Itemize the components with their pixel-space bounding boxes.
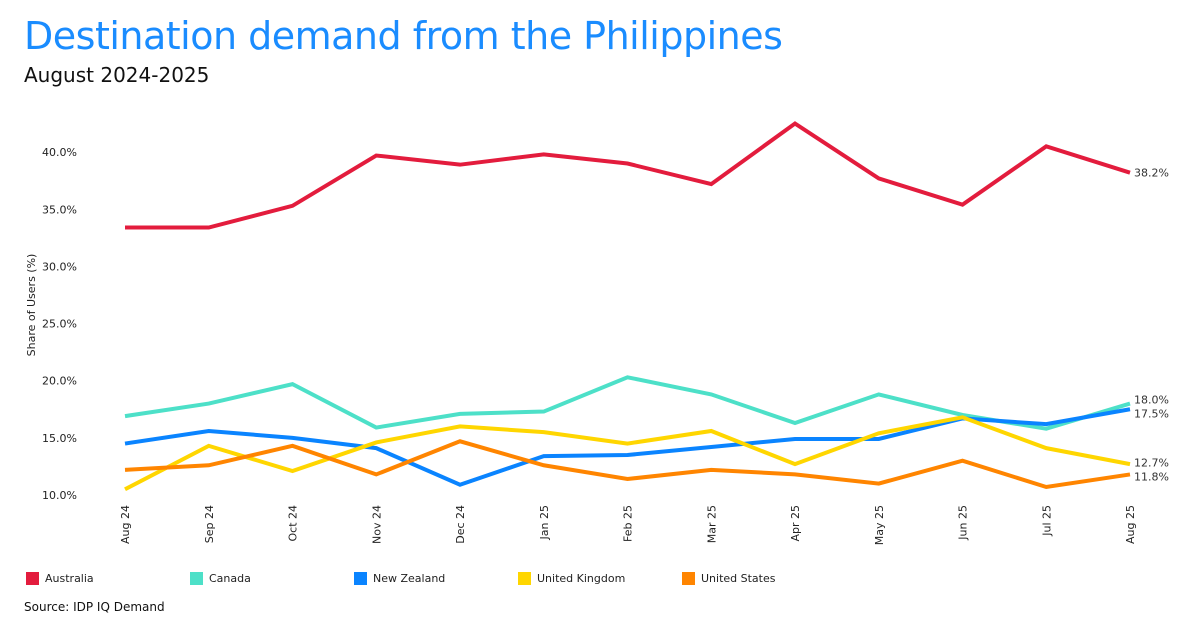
x-tick-label: Nov 24 — [370, 505, 383, 544]
y-tick-label: 25.0% — [42, 318, 77, 331]
x-tick-label: Aug 25 — [1124, 505, 1137, 544]
legend-item: United States — [682, 572, 846, 585]
legend-item: Canada — [190, 572, 354, 585]
x-tick-label: Jul 25 — [1040, 505, 1053, 537]
series-line-united-states — [124, 439, 1131, 490]
end-value-label: 12.7% — [1134, 456, 1169, 469]
x-tick-label: Apr 25 — [789, 505, 802, 542]
x-tick-label: Jun 25 — [957, 505, 970, 541]
legend-item: New Zealand — [354, 572, 518, 585]
y-axis-label: Share of Users (%) — [25, 254, 38, 357]
legend-swatch — [354, 572, 367, 585]
chart-title: Destination demand from the Philippines — [24, 14, 783, 58]
x-tick-label: Sep 24 — [203, 505, 216, 543]
legend-label: Canada — [209, 572, 251, 585]
x-tick-label: May 25 — [873, 505, 886, 545]
x-tick-label: Jan 25 — [538, 505, 551, 540]
legend-label: United Kingdom — [537, 572, 626, 585]
y-tick-label: 20.0% — [42, 375, 77, 388]
legend-swatch — [26, 572, 39, 585]
legend: Australia Canada New Zealand United Kingdom… — [26, 572, 846, 585]
series-line-australia — [125, 121, 1131, 230]
x-tick-label: Dec 24 — [454, 505, 467, 544]
y-tick-label: 40.0% — [42, 146, 77, 159]
legend-label: United States — [701, 572, 776, 585]
y-tick-label: 10.0% — [42, 489, 77, 502]
end-value-label: 38.2% — [1134, 167, 1169, 180]
series-line-canada — [124, 375, 1131, 431]
legend-label: Australia — [45, 572, 94, 585]
end-value-label: 17.5% — [1134, 407, 1169, 420]
end-value-label: 18.0% — [1134, 393, 1169, 406]
x-tick-label: Feb 25 — [622, 505, 635, 542]
series-line-new-zealand — [124, 407, 1131, 487]
series-line-united-kingdom — [124, 415, 1131, 492]
legend-swatch — [682, 572, 695, 585]
legend-label: New Zealand — [373, 572, 446, 585]
x-tick-label: Mar 25 — [705, 505, 718, 543]
legend-swatch — [518, 572, 531, 585]
x-tick-label: Aug 24 — [119, 505, 132, 544]
chart-subtitle: August 2024-2025 — [24, 63, 210, 87]
y-tick-label: 30.0% — [42, 260, 77, 273]
source-note: Source: IDP IQ Demand — [24, 600, 165, 614]
end-value-label: 11.8% — [1134, 470, 1169, 483]
x-tick-label: Oct 24 — [287, 505, 300, 542]
y-tick-label: 15.0% — [42, 432, 77, 445]
legend-item: Australia — [26, 572, 190, 585]
legend-swatch — [190, 572, 203, 585]
legend-item: United Kingdom — [518, 572, 682, 585]
y-tick-label: 35.0% — [42, 203, 77, 216]
